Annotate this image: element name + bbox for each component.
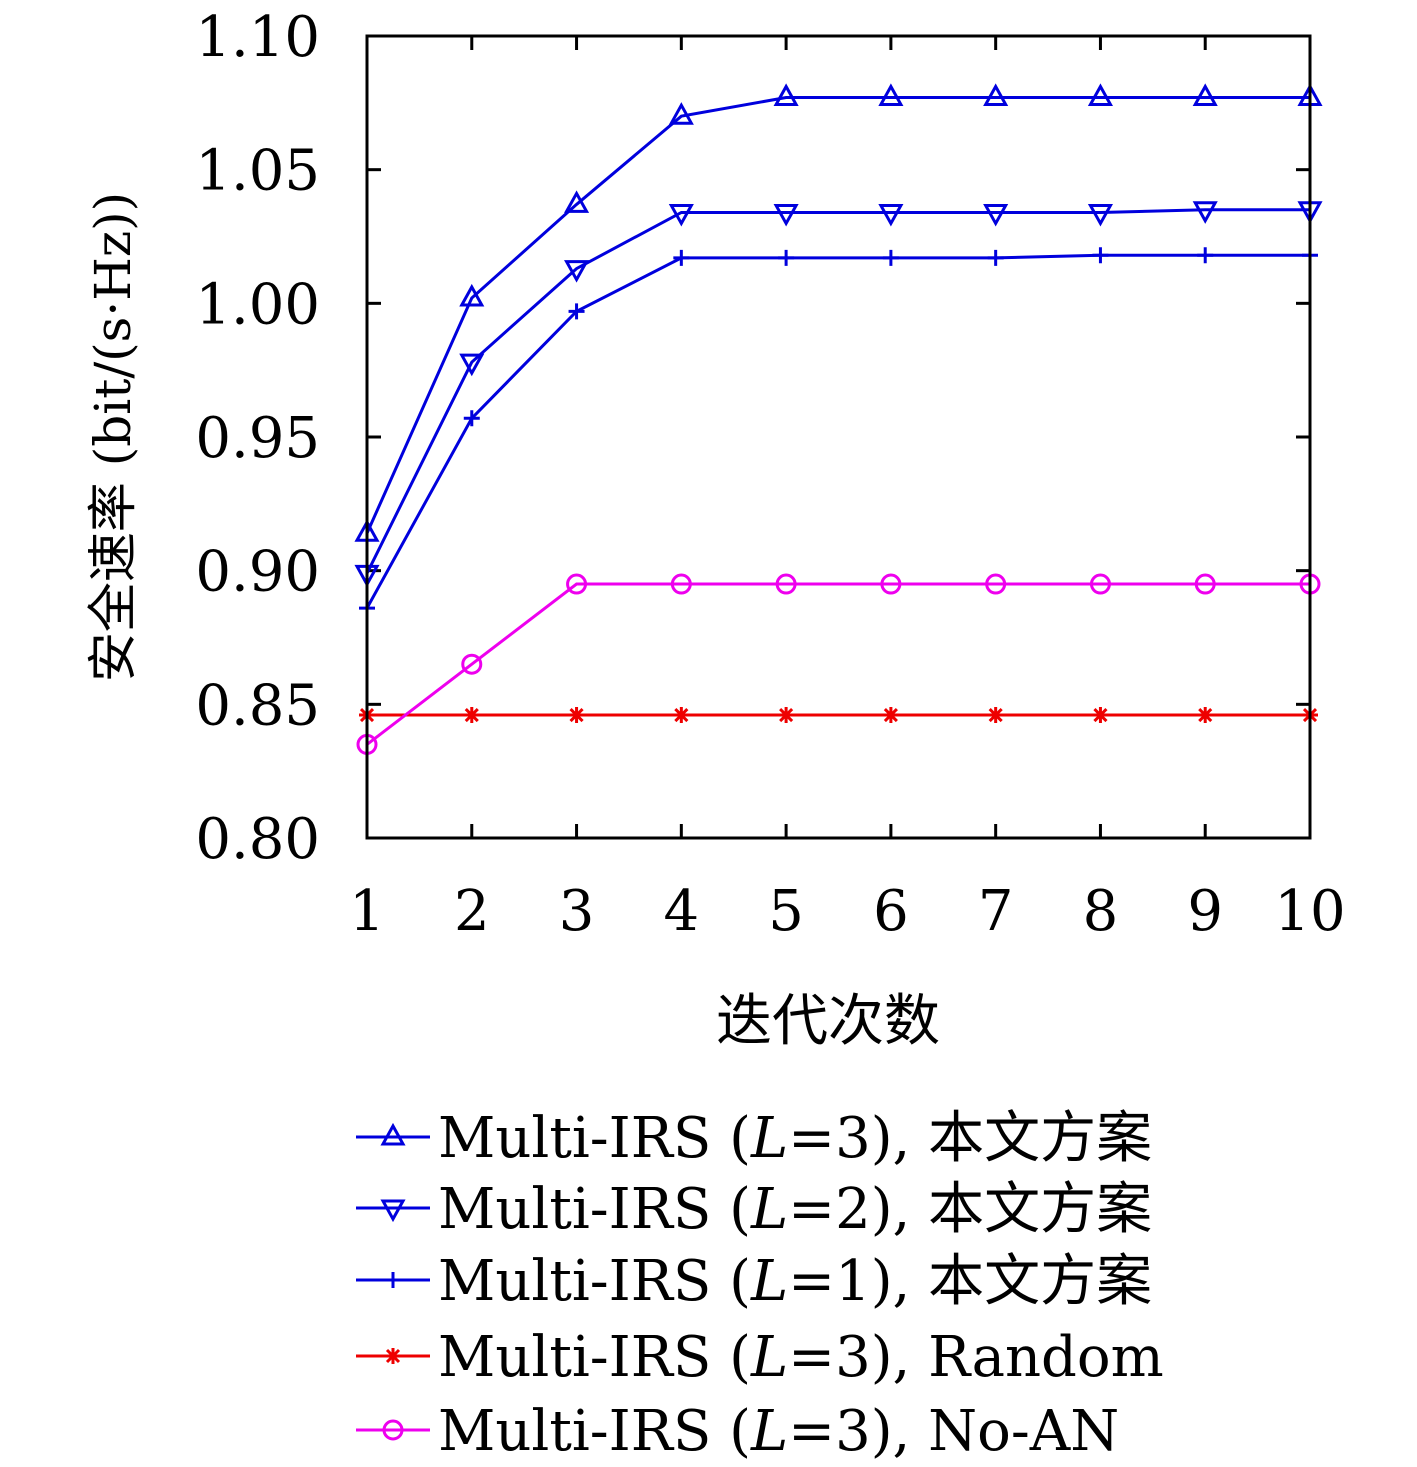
data-point [1197, 247, 1214, 264]
y-tick-label: 0.80 [195, 807, 320, 872]
legend-label: Multi-IRS (L=3), No-AN [438, 1399, 1119, 1464]
legend-label: Multi-IRS (L=3), 本文方案 [438, 1106, 1152, 1171]
data-point [1092, 707, 1109, 724]
data-point [1197, 707, 1214, 724]
y-axis-label: 安全速率 (bit/(s·Hz)) [84, 192, 142, 682]
y-tick-label: 0.85 [195, 673, 320, 738]
x-tick-label: 7 [978, 879, 1014, 944]
data-point [983, 83, 1009, 106]
data-point [673, 707, 690, 724]
series-layer [354, 83, 1323, 755]
data-point [778, 707, 795, 724]
data-point [878, 83, 904, 106]
data-point [983, 203, 1009, 227]
data-point [380, 1122, 406, 1146]
data-point [1092, 247, 1109, 264]
series-5 [356, 573, 1321, 755]
data-point [882, 707, 899, 724]
data-point [461, 653, 483, 675]
y-tick-label: 1.00 [195, 272, 320, 337]
data-point [778, 249, 795, 266]
x-axis-label: 迭代次数 [716, 989, 940, 1054]
data-point [773, 203, 799, 227]
data-point [385, 1348, 401, 1364]
plot-frame [365, 34, 1312, 840]
data-point [1192, 83, 1218, 106]
data-point [987, 707, 1004, 724]
data-point [385, 1272, 401, 1288]
y-tick-labels: 0.80 0.85 0.90 0.95 1.00 1.05 1.10 [195, 5, 320, 872]
data-point [773, 83, 799, 106]
data-point [459, 283, 485, 307]
legend-item: Multi-IRS (L=3), 本文方案 [356, 1106, 1152, 1171]
legend-item: Multi-IRS (L=3), Random [356, 1325, 1164, 1390]
series-line [365, 208, 1310, 575]
series-line [365, 95, 1310, 534]
data-point [1087, 83, 1113, 106]
data-point [459, 353, 485, 377]
data-point [463, 707, 480, 724]
y-tick-label: 0.90 [195, 540, 320, 605]
data-point [673, 249, 690, 266]
x-tick-label: 1 [349, 879, 385, 944]
x-tick-label: 6 [873, 879, 909, 944]
data-point [566, 573, 588, 595]
data-point [1087, 203, 1113, 227]
legend-label: Multi-IRS (L=2), 本文方案 [438, 1177, 1152, 1242]
data-point [568, 303, 585, 320]
data-point [1194, 573, 1216, 595]
series-1 [354, 83, 1323, 542]
data-point [564, 190, 590, 213]
data-point [568, 707, 585, 724]
series-line [366, 582, 1310, 746]
data-point [985, 573, 1007, 595]
data-point [1192, 201, 1218, 224]
data-point [564, 260, 590, 283]
data-point [380, 1199, 406, 1223]
data-point [382, 1419, 404, 1441]
series-4 [359, 707, 1318, 724]
x-tick-label: 2 [454, 879, 490, 944]
x-tick-label: 8 [1083, 879, 1119, 944]
ticks-layer [365, 34, 1312, 840]
legend-item: Multi-IRS (L=1), 本文方案 [356, 1249, 1152, 1314]
series-2 [354, 201, 1323, 588]
legend-item: Multi-IRS (L=3), No-AN [356, 1399, 1119, 1464]
y-tick-label: 1.10 [195, 5, 320, 70]
data-point [878, 203, 904, 227]
data-point [880, 573, 902, 595]
series-3 [359, 247, 1318, 617]
y-tick-label: 1.05 [195, 139, 320, 204]
data-point [987, 249, 1004, 266]
legend-label: Multi-IRS (L=3), Random [438, 1325, 1164, 1390]
x-tick-label: 5 [768, 879, 804, 944]
x-tick-label: 4 [664, 879, 700, 944]
data-point [1089, 573, 1111, 595]
x-tick-label: 3 [559, 879, 595, 944]
legend-label: Multi-IRS (L=1), 本文方案 [438, 1249, 1152, 1314]
y-tick-label: 0.95 [195, 406, 320, 471]
data-point [775, 573, 797, 595]
x-tick-label: 9 [1187, 879, 1223, 944]
data-point [882, 249, 899, 266]
legend-item: Multi-IRS (L=2), 本文方案 [356, 1177, 1152, 1242]
series-line [365, 253, 1310, 609]
x-tick-label: 10 [1274, 879, 1345, 944]
data-point [668, 102, 694, 125]
x-tick-labels: 1 2 3 4 5 6 7 8 9 10 [349, 879, 1345, 944]
data-point [668, 203, 694, 227]
data-point [670, 573, 692, 595]
data-point [463, 410, 480, 427]
